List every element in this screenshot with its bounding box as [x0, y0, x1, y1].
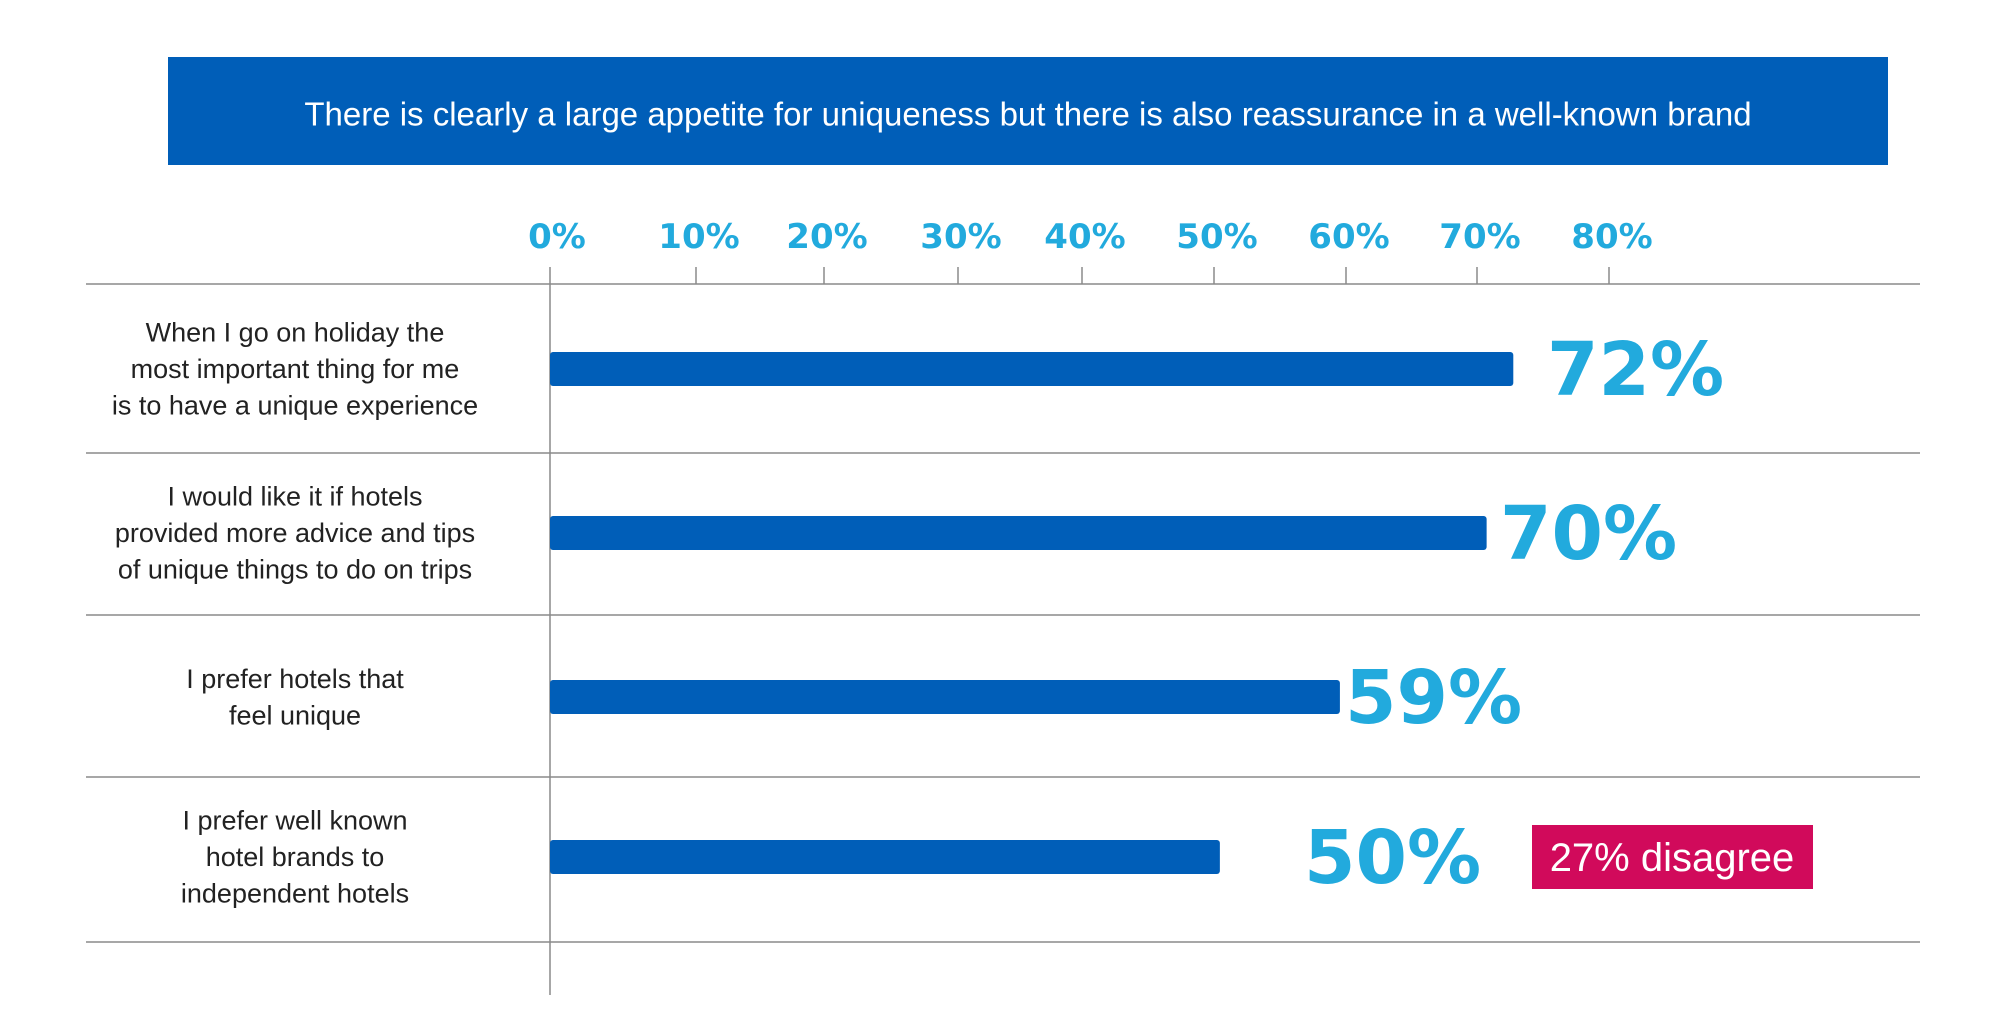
annotation: 27% disagree — [1532, 825, 1813, 889]
value-label: 59% — [1345, 655, 1522, 741]
category-label: I prefer well known hotel brands to indepe… — [181, 806, 409, 909]
x-axis: 0% 10% 20% 30% 40% 50% 60% 70% 80% — [86, 217, 1920, 995]
x-tick-label: 30% — [920, 217, 1001, 257]
x-tick-label: 20% — [786, 217, 867, 257]
bar — [550, 352, 1514, 386]
x-tick-label: 40% — [1044, 217, 1125, 257]
value-label: 70% — [1500, 491, 1677, 577]
x-tick-label: 70% — [1439, 217, 1520, 257]
value-labels: 72% 70% 59% 50% — [1304, 327, 1724, 901]
x-tick-label: 80% — [1571, 217, 1652, 257]
category-label: When I go on holiday the most important t… — [112, 318, 478, 421]
bar — [550, 516, 1487, 550]
disagree-badge-text: 27% disagree — [1550, 836, 1795, 880]
row-dividers — [86, 452, 1920, 943]
x-tick-label: 50% — [1176, 217, 1257, 257]
category-label: I prefer hotels that feel unique — [186, 664, 404, 731]
title-banner-background — [168, 57, 1888, 165]
title-banner: There is clearly a large appetite for un… — [168, 57, 1888, 165]
bar — [550, 840, 1220, 874]
disagree-badge — [1532, 825, 1813, 889]
x-tick-label: 10% — [658, 217, 739, 257]
bars — [550, 352, 1514, 874]
bar — [550, 680, 1340, 714]
x-tick-label: 0% — [528, 217, 586, 257]
x-tick-label: 60% — [1308, 217, 1389, 257]
category-label: I would like it if hotels provided more a… — [115, 482, 475, 585]
category-labels: When I go on holiday the most important t… — [112, 318, 478, 909]
value-label: 72% — [1547, 327, 1724, 413]
chart-title: There is clearly a large appetite for un… — [304, 96, 1751, 133]
value-label: 50% — [1304, 815, 1481, 901]
